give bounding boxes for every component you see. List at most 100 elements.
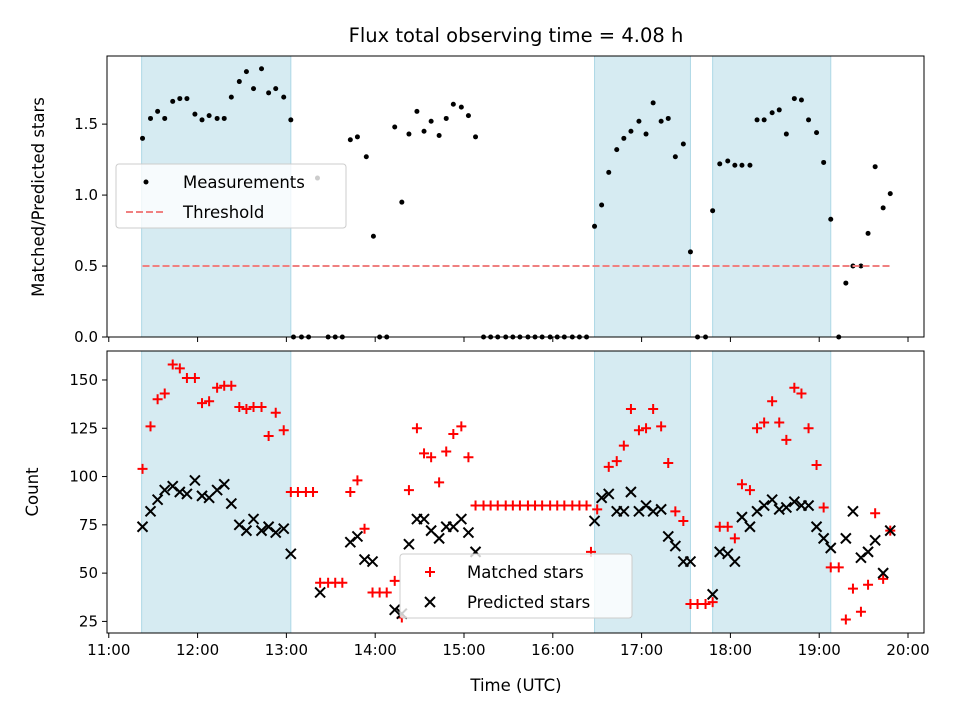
matched-stars-point [663, 458, 674, 469]
matched-stars-point [152, 394, 163, 405]
measurement-point [155, 108, 161, 114]
y-tick-label: 1.5 [74, 115, 98, 133]
matched-stars-point [174, 363, 185, 374]
y-tick-label: 1.0 [74, 186, 98, 204]
matched-stars-point [789, 382, 800, 393]
predicted-stars-point [877, 567, 889, 579]
predicted-stars-point [869, 534, 881, 546]
predicted-stars-point [218, 478, 230, 490]
measurement-point [865, 230, 871, 236]
predicted-stars-point [669, 540, 682, 552]
observing-window-band [712, 55, 832, 338]
predicted-stars-point [285, 548, 297, 560]
predicted-stars-point [389, 604, 401, 616]
matched-stars-point [204, 396, 215, 407]
measurement-point [621, 135, 627, 141]
measurement-point [259, 66, 265, 72]
chart-title: Flux total observing time = 4.08 h [349, 24, 684, 47]
y-tick-label: 100 [69, 468, 98, 486]
predicted-stars-point [825, 542, 837, 554]
predicted-stars-point [189, 474, 201, 487]
legend-box [399, 553, 633, 619]
predicted-stars-point [780, 501, 793, 514]
matched-stars-point [855, 606, 866, 617]
matched-stars-point [781, 434, 792, 445]
measurement-point [798, 97, 804, 103]
matched-stars-point [426, 452, 437, 463]
matched-stars-point [759, 417, 770, 428]
predicted-stars-point [603, 488, 615, 500]
x-tick-label: 16:00 [531, 641, 574, 659]
measurement-point [858, 263, 864, 269]
matched-stars-point [670, 506, 681, 517]
x-tick-label: 20:00 [886, 641, 929, 659]
measurement-point [872, 164, 878, 170]
matched-stars-point [419, 448, 430, 459]
measurement-point [184, 96, 190, 102]
predicted-stars-point [810, 521, 823, 533]
matched-stars-point [752, 423, 763, 434]
x-tick-label: 13:00 [265, 641, 308, 659]
measurement-point [643, 131, 649, 137]
matched-stars-point [403, 485, 414, 496]
matched-stars-point [159, 388, 170, 399]
measurement-point [162, 115, 168, 121]
matched-stars-point [700, 599, 711, 610]
predicted-stars-point [278, 522, 290, 535]
measurement-point [443, 115, 449, 121]
y-tick-label: 25 [79, 612, 98, 630]
predicted-stars-point [136, 521, 149, 533]
matched-stars-point [811, 459, 822, 470]
measurement-point [148, 115, 154, 121]
predicted-stars-point [433, 532, 445, 545]
legend-label: Threshold [182, 203, 264, 222]
time-x-axis-label: Time (UTC) [469, 676, 561, 695]
measurement-point [458, 104, 464, 110]
measurement-point [614, 147, 620, 153]
x-tick-label: 17:00 [620, 641, 663, 659]
matched-stars-point [641, 423, 652, 434]
predicted-stars-point [736, 511, 748, 523]
matched-stars-point [456, 421, 467, 432]
matched-stars-point [411, 423, 422, 434]
measurement-point [814, 130, 820, 136]
measurement-point [347, 137, 353, 143]
measurement-point [214, 115, 220, 121]
measurement-point [414, 108, 420, 114]
legend: Measurements Threshold [115, 163, 347, 229]
count-panel: 11:00 12:00 13:00 14:00 15:00 16:00 17:00 18:00… [69, 350, 930, 659]
measurement-point [828, 216, 834, 222]
measurement-point [450, 101, 456, 107]
measurement-point [199, 117, 205, 123]
x-tick-label: 19:00 [798, 641, 841, 659]
predicted-stars-point [625, 486, 637, 498]
measurement-point [399, 199, 405, 205]
measurement-point [421, 128, 427, 134]
measurement-point [761, 117, 767, 123]
measurement-point [725, 158, 731, 164]
matched-stars-point [389, 575, 400, 586]
axes-frame [106, 55, 925, 338]
matched-stars-point [167, 359, 178, 370]
predicted-stars-point [840, 532, 852, 545]
series-predicted-stars [136, 474, 896, 620]
matched-stars-point [263, 430, 274, 441]
matched-stars-point [870, 508, 881, 519]
predicted-stars-point [314, 586, 326, 599]
measurement-point [687, 249, 693, 255]
matched-stars-point [212, 382, 223, 393]
measurement-point [465, 113, 471, 119]
x-tick-label: 11:00 [87, 641, 130, 659]
predicted-stars-point [773, 503, 785, 516]
matched-stars-point [833, 562, 844, 573]
x-tick-label: 15:00 [442, 641, 485, 659]
ratio-y-axis-label: Matched/Predicted stars [29, 97, 48, 297]
matched-stars-point [189, 373, 200, 384]
measurement-point [821, 159, 827, 165]
measurement-point [754, 117, 760, 123]
legend-label: Measurements [183, 173, 305, 192]
predicted-stars-point [766, 494, 778, 506]
matched-stars-point [226, 380, 237, 391]
matched-stars-point [234, 402, 245, 413]
y-tick-label: 50 [79, 564, 98, 582]
